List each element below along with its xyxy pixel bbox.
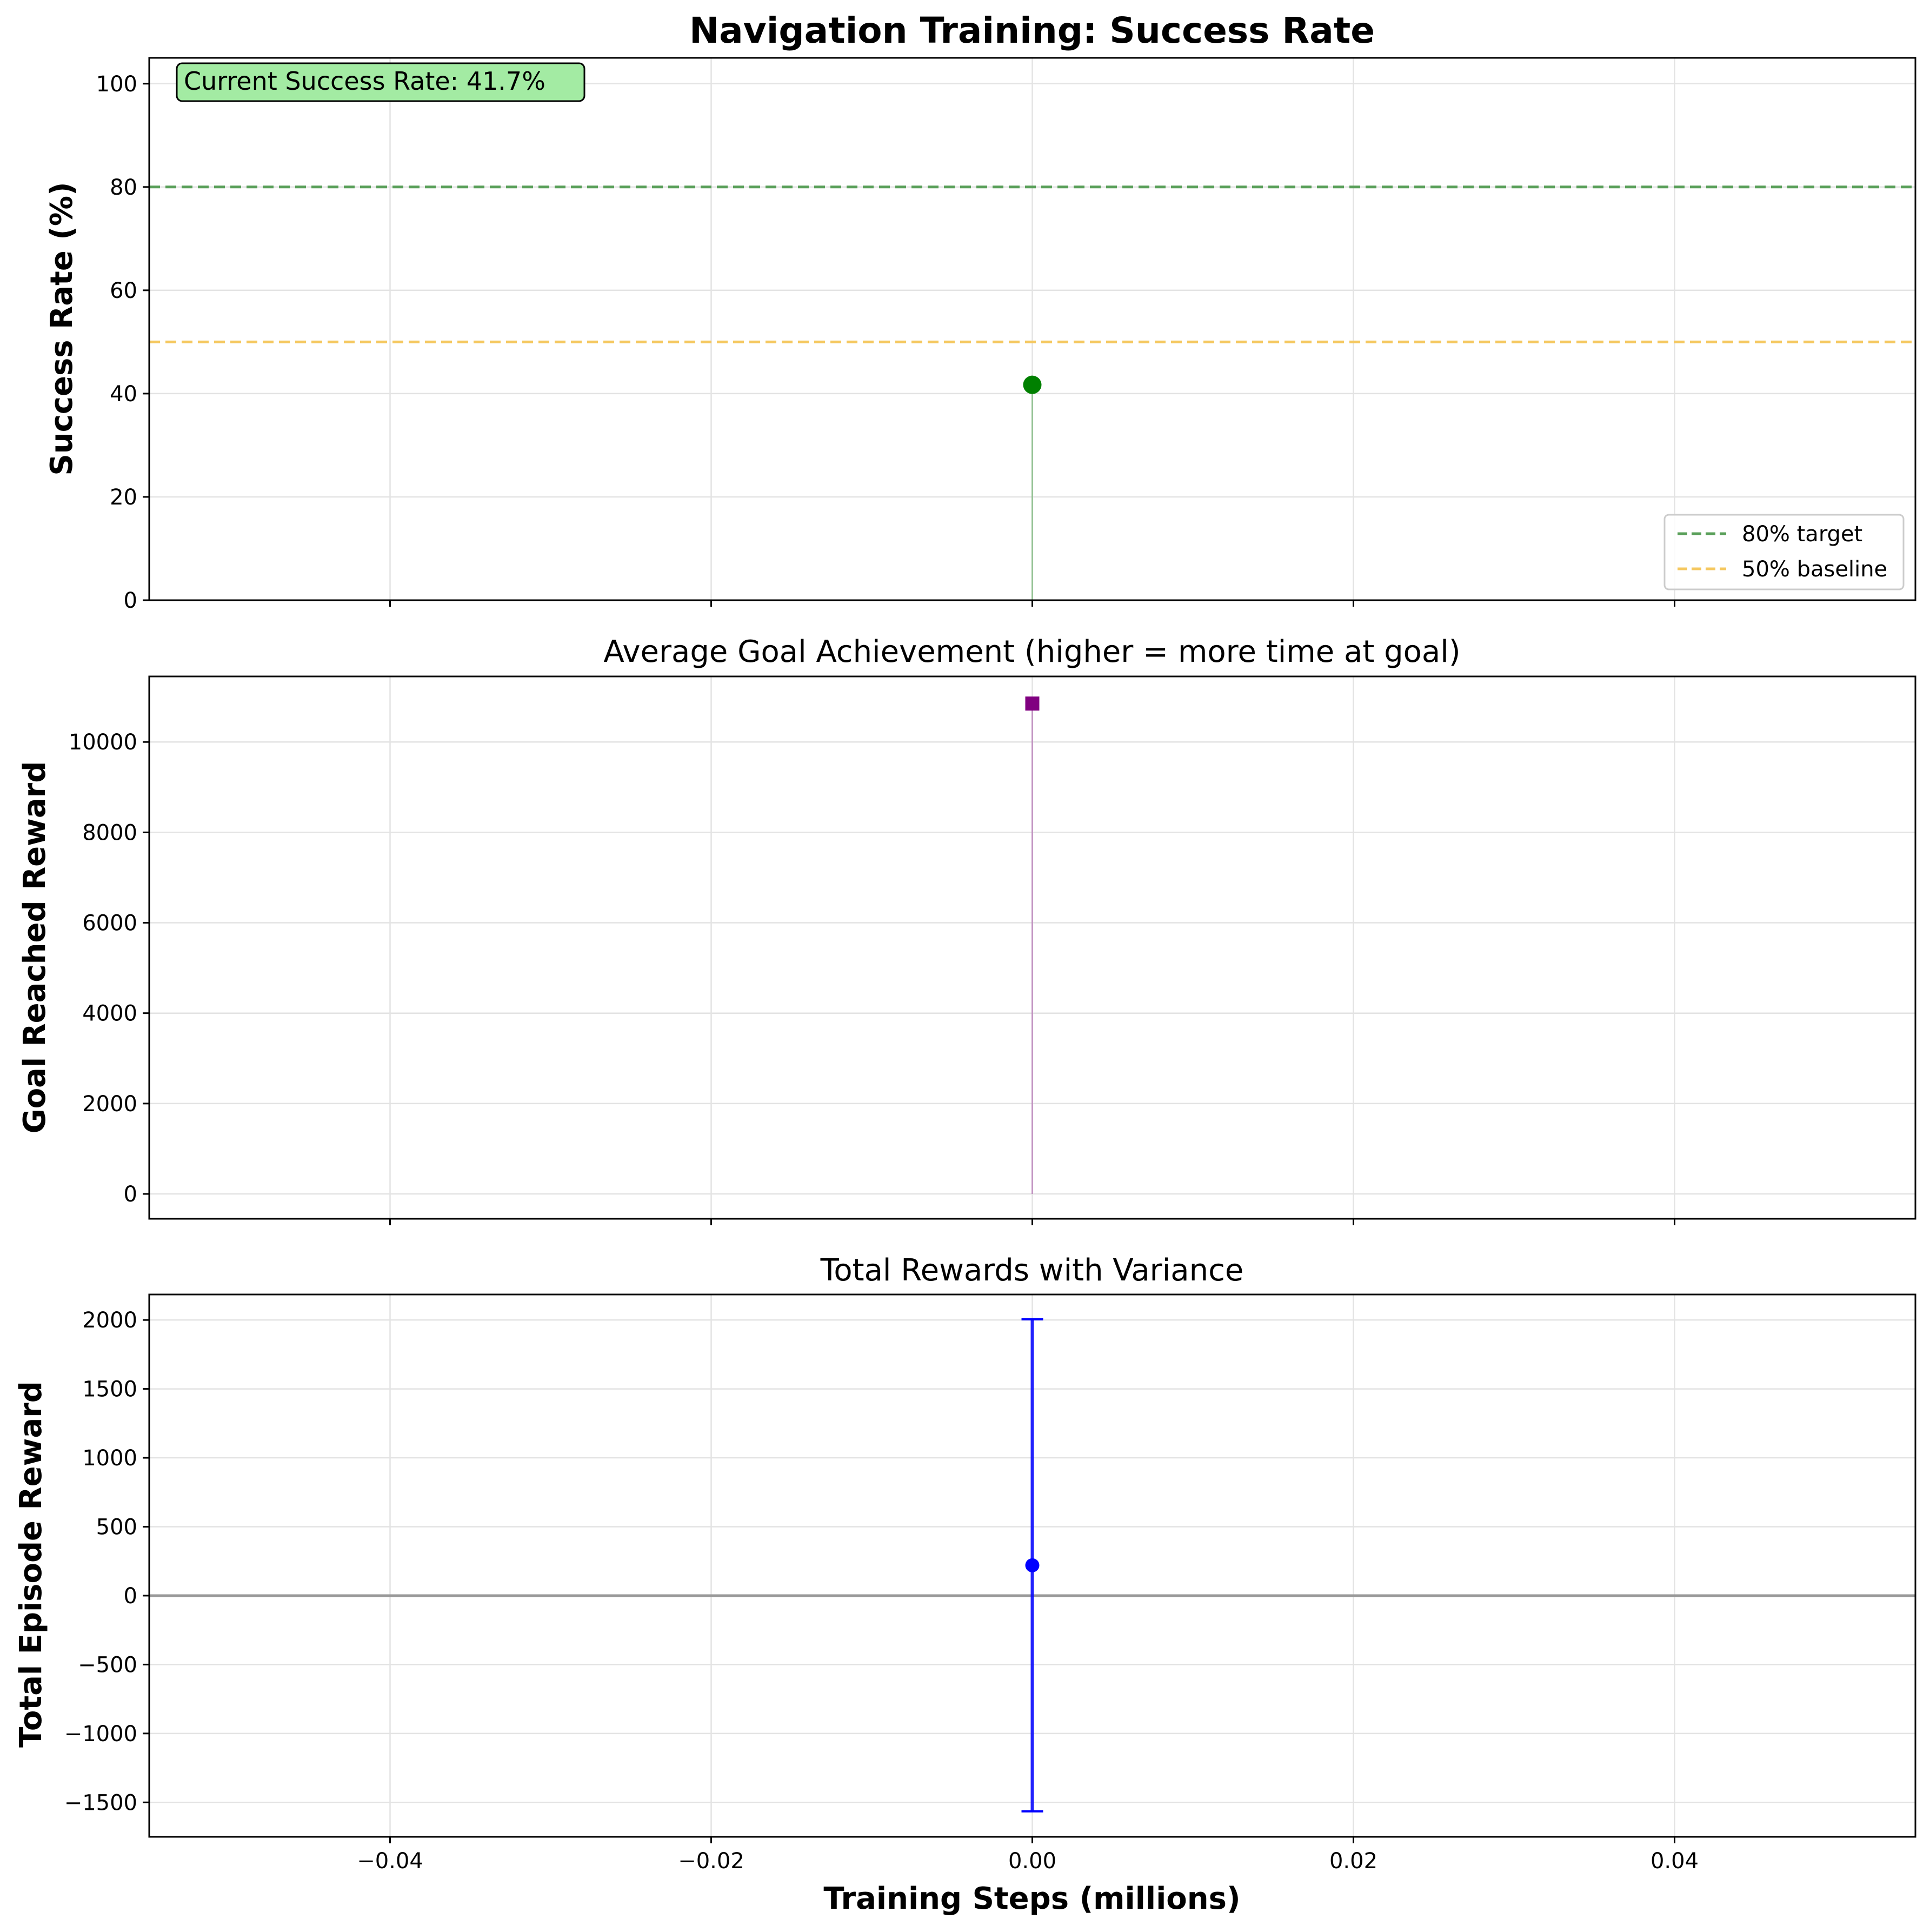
chart-title: Average Goal Achievement (higher = more … — [603, 634, 1460, 669]
y-axis-ticks: −1500 −1000 −500 0 500 1000 1500 2000 — [64, 1308, 149, 1815]
grid — [149, 676, 1915, 1219]
data-point — [1023, 375, 1042, 394]
data-marks — [1021, 1318, 1043, 1813]
legend-label-baseline: 50% baseline — [1742, 557, 1887, 582]
panel-success-rate: 0 20 40 60 80 100 Navigation Training: Succes… — [44, 10, 1916, 613]
y-tick-label: 6000 — [82, 911, 137, 936]
reference-lines — [149, 185, 1915, 343]
y-tick-label: 80 — [110, 175, 137, 200]
data-marks — [1025, 696, 1040, 1194]
chart-title: Total Rewards with Variance — [820, 1253, 1244, 1288]
y-axis-label: Success Rate (%) — [44, 182, 79, 475]
y-tick-label: 4000 — [82, 1001, 137, 1026]
y-tick-label: 0 — [124, 1584, 137, 1609]
y-tick-label: 20 — [110, 485, 137, 510]
panel-goal-achievement: 0 2000 4000 6000 8000 10000 Average Goal Achi… — [17, 634, 1916, 1225]
x-axis-label: Training Steps (millions) — [823, 1881, 1240, 1916]
y-tick-label: −500 — [78, 1652, 137, 1677]
x-tick-label: −0.02 — [678, 1849, 744, 1874]
y-tick-label: 8000 — [82, 820, 137, 845]
annotation-text: Current Success Rate: 41.7% — [184, 67, 545, 96]
x-tick-label: 0.00 — [1008, 1849, 1056, 1874]
y-tick-label: 0 — [124, 1182, 137, 1207]
y-tick-label: 2000 — [82, 1308, 137, 1333]
x-tick-label: 0.04 — [1651, 1849, 1699, 1874]
y-axis-label: Total Episode Reward — [14, 1381, 49, 1748]
y-tick-label: 2000 — [82, 1092, 137, 1117]
y-tick-label: −1500 — [64, 1790, 137, 1815]
y-tick-label: 1000 — [82, 1446, 137, 1471]
data-point — [1025, 1558, 1040, 1572]
x-axis-ticks — [389, 600, 1675, 607]
annotation-background — [176, 62, 585, 102]
annotation-box: Current Success Rate: 41.7% — [176, 62, 585, 102]
y-tick-label: 10000 — [69, 730, 137, 755]
x-axis-ticks — [389, 1219, 1675, 1225]
legend-label-target: 80% target — [1742, 522, 1862, 547]
chart-title: Navigation Training: Success Rate — [689, 10, 1375, 51]
y-tick-label: −1000 — [64, 1722, 137, 1747]
y-tick-label: 500 — [96, 1515, 137, 1539]
y-axis-label: Goal Reached Reward — [17, 761, 52, 1134]
y-axis-ticks: 0 20 40 60 80 100 — [96, 72, 149, 613]
y-tick-label: 40 — [110, 382, 137, 407]
x-axis-ticks: −0.04 −0.02 0.00 0.02 0.04 — [357, 1837, 1699, 1874]
y-tick-label: 1500 — [82, 1377, 137, 1402]
legend: 80% target 50% baseline — [1663, 514, 1905, 590]
x-tick-label: 0.02 — [1329, 1849, 1377, 1874]
y-axis-ticks: 0 2000 4000 6000 8000 10000 — [69, 730, 149, 1207]
x-tick-label: −0.04 — [357, 1849, 423, 1874]
data-marks — [1023, 375, 1042, 600]
y-tick-label: 60 — [110, 278, 137, 303]
y-tick-label: 0 — [124, 588, 137, 613]
data-point — [1025, 696, 1040, 711]
y-tick-label: 100 — [96, 72, 137, 97]
